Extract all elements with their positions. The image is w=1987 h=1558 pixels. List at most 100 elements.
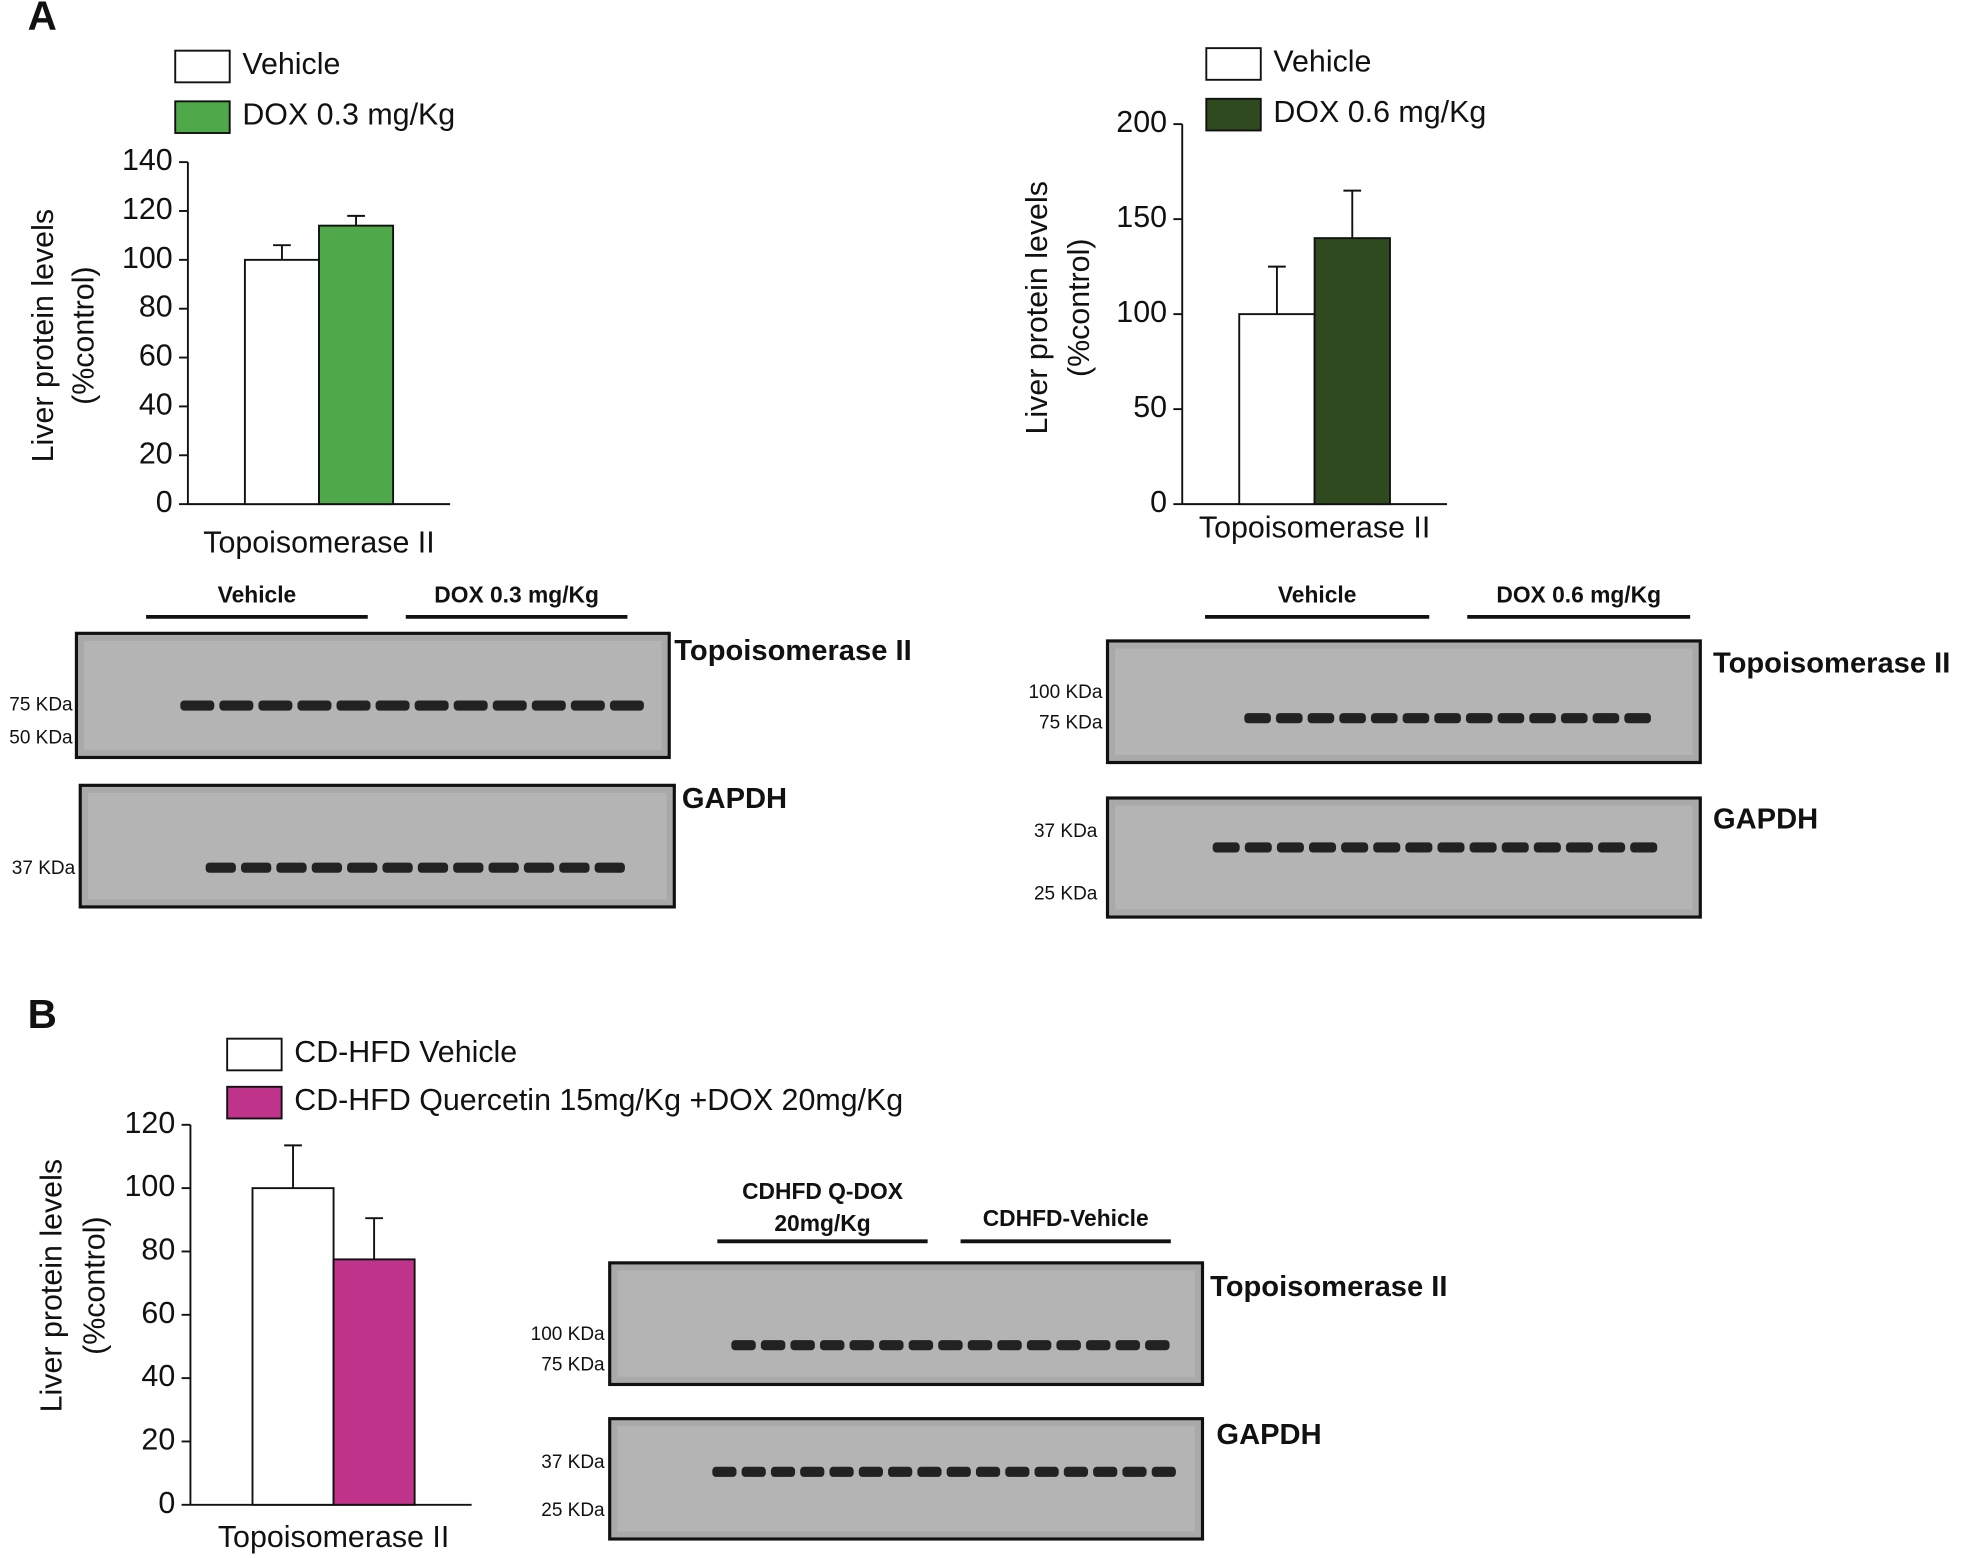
bar bbox=[332, 1258, 416, 1506]
group-label: Vehicle bbox=[218, 582, 297, 608]
blot-band bbox=[770, 1466, 796, 1477]
blot-band bbox=[1063, 1466, 1089, 1477]
blot-membrane bbox=[617, 1426, 1195, 1532]
legend-label: CD-HFD Vehicle bbox=[294, 1035, 517, 1069]
panel-label: A bbox=[28, 0, 57, 39]
blot-band bbox=[975, 1466, 1001, 1477]
protein-label: GAPDH bbox=[1713, 803, 1818, 835]
blot-band bbox=[967, 1340, 993, 1351]
group-label: DOX 0.3 mg/Kg bbox=[434, 582, 599, 608]
protein-label: GAPDH bbox=[682, 783, 787, 815]
protein-label: Topoisomerase II bbox=[674, 635, 911, 667]
blot-band bbox=[888, 1466, 913, 1477]
blot-band bbox=[1145, 1340, 1170, 1351]
blot-band bbox=[336, 700, 371, 711]
y-tick-label: 120 bbox=[125, 1106, 176, 1140]
blot-band bbox=[1373, 842, 1401, 853]
y-tick-label: 200 bbox=[1116, 105, 1167, 139]
blot-band bbox=[1151, 1466, 1176, 1477]
blot-band bbox=[1624, 713, 1651, 724]
blot-band bbox=[1469, 842, 1497, 853]
blot-band bbox=[1122, 1466, 1147, 1477]
blot-band bbox=[1630, 842, 1658, 853]
blot-band bbox=[731, 1340, 756, 1351]
x-tick-label: Topoisomerase II bbox=[203, 526, 434, 560]
y-tick-label: 60 bbox=[139, 339, 173, 373]
bar bbox=[1313, 237, 1391, 506]
protein-label: Topoisomerase II bbox=[1210, 1271, 1447, 1303]
blot-band bbox=[570, 700, 605, 711]
mw-marker: 75 KDa bbox=[1039, 712, 1103, 733]
blot-band bbox=[453, 862, 484, 873]
mw-marker: 37 KDa bbox=[1034, 821, 1098, 842]
blot-band bbox=[1276, 842, 1304, 853]
blot-band bbox=[1529, 713, 1556, 724]
legend-swatch bbox=[226, 1085, 283, 1120]
x-tick-label: Topoisomerase II bbox=[1199, 510, 1430, 544]
blot-band bbox=[1501, 842, 1529, 853]
legend-swatch bbox=[1205, 97, 1262, 132]
y-tick-label: 0 bbox=[158, 1486, 175, 1520]
mw-marker: 37 KDa bbox=[12, 858, 76, 879]
y-tick-label: 80 bbox=[141, 1232, 175, 1266]
blot-band bbox=[760, 1340, 786, 1351]
y-axis-label: Liver protein levels bbox=[35, 1159, 69, 1412]
blot-band bbox=[523, 862, 555, 873]
blot-band bbox=[1244, 713, 1271, 724]
blot-band bbox=[1275, 713, 1303, 724]
y-axis-label: (%control) bbox=[66, 266, 100, 404]
legend-swatch bbox=[174, 100, 231, 134]
blot-band bbox=[492, 700, 527, 711]
legend-label: DOX 0.6 mg/Kg bbox=[1273, 95, 1486, 129]
blot-band bbox=[712, 1466, 737, 1477]
blot-band bbox=[946, 1466, 971, 1477]
y-tick-label: 20 bbox=[141, 1422, 175, 1456]
blot-band bbox=[1307, 713, 1335, 724]
y-tick-label: 40 bbox=[139, 387, 173, 421]
y-tick-label: 40 bbox=[141, 1359, 175, 1393]
blot-band bbox=[1592, 713, 1620, 724]
blot-band bbox=[819, 1340, 845, 1351]
y-tick-label: 0 bbox=[1150, 485, 1167, 519]
blot-band bbox=[488, 862, 519, 873]
blot-band bbox=[1465, 713, 1493, 724]
blot-band bbox=[997, 1340, 1022, 1351]
y-tick-label: 120 bbox=[122, 192, 173, 226]
blot-band bbox=[417, 862, 449, 873]
blot-band bbox=[1405, 842, 1433, 853]
blot-band bbox=[800, 1466, 825, 1477]
mw-marker: 25 KDa bbox=[541, 1500, 605, 1521]
blot-band bbox=[790, 1340, 815, 1351]
y-axis-label: (%control) bbox=[78, 1216, 112, 1354]
blot-band bbox=[1370, 713, 1398, 724]
protein-label: Topoisomerase II bbox=[1713, 648, 1950, 680]
blot-band bbox=[205, 862, 236, 873]
legend-swatch bbox=[1205, 47, 1262, 81]
legend-swatch bbox=[174, 49, 231, 84]
blot-band bbox=[1402, 713, 1430, 724]
mw-marker: 50 KDa bbox=[9, 727, 73, 748]
group-label: 20mg/Kg bbox=[774, 1210, 870, 1236]
blot-band bbox=[375, 700, 410, 711]
y-axis-label: Liver protein levels bbox=[1020, 181, 1054, 434]
blot-membrane bbox=[1115, 805, 1693, 910]
blot-band bbox=[1085, 1340, 1111, 1351]
blot-band bbox=[1560, 713, 1588, 724]
blot-membrane bbox=[1115, 648, 1693, 755]
blot-band bbox=[414, 700, 449, 711]
y-tick-label: 50 bbox=[1133, 390, 1167, 424]
legend-label: Vehicle bbox=[1273, 44, 1371, 78]
blot-band bbox=[829, 1466, 854, 1477]
group-label: CDHFD Q-DOX bbox=[742, 1178, 903, 1204]
blot-band bbox=[858, 1466, 883, 1477]
mw-marker: 37 KDa bbox=[541, 1452, 605, 1473]
blot-band bbox=[240, 862, 272, 873]
blot-band bbox=[1533, 842, 1561, 853]
panel-label: B bbox=[28, 991, 57, 1037]
y-tick-label: 0 bbox=[156, 485, 173, 519]
blot-membrane bbox=[617, 1270, 1195, 1377]
blot-band bbox=[219, 700, 254, 711]
y-tick-label: 60 bbox=[141, 1296, 175, 1330]
protein-label: GAPDH bbox=[1216, 1419, 1321, 1451]
